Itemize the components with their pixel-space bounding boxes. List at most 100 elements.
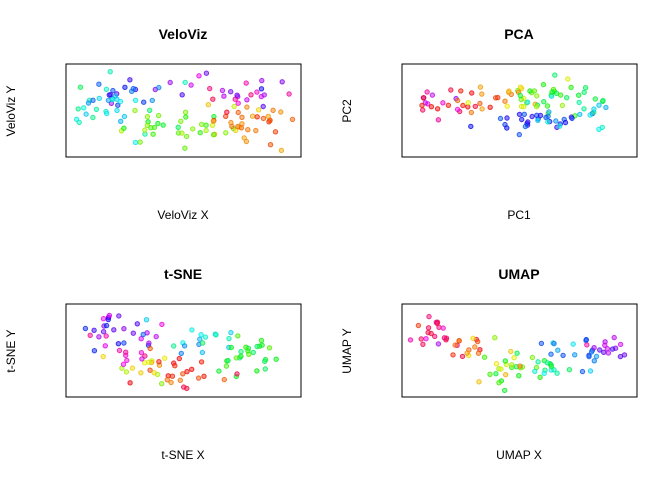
data-point xyxy=(591,106,597,112)
data-point xyxy=(529,113,535,120)
data-point xyxy=(164,377,171,383)
data-point xyxy=(140,331,146,338)
data-point xyxy=(587,368,594,374)
data-point xyxy=(434,106,441,112)
data-point xyxy=(123,349,129,355)
data-point xyxy=(225,357,231,364)
data-point xyxy=(521,111,527,118)
data-point xyxy=(138,336,144,342)
data-point xyxy=(162,355,168,361)
data-point xyxy=(452,342,458,348)
data-point xyxy=(558,92,564,98)
data-point xyxy=(258,337,265,344)
data-point xyxy=(203,127,209,134)
data-point xyxy=(210,118,217,125)
data-point xyxy=(564,95,570,101)
data-point xyxy=(583,336,589,343)
data-point xyxy=(469,90,475,96)
data-point xyxy=(420,95,427,101)
data-point xyxy=(154,371,161,378)
data-point xyxy=(231,103,237,110)
data-point xyxy=(143,317,150,323)
data-point xyxy=(85,100,92,106)
plot-frame xyxy=(401,63,638,158)
data-point xyxy=(596,126,602,133)
data-point xyxy=(228,344,235,351)
data-point xyxy=(262,358,268,364)
data-point xyxy=(226,335,232,342)
data-point xyxy=(487,104,493,111)
data-point xyxy=(112,93,119,99)
data-point xyxy=(475,350,482,356)
data-point xyxy=(502,387,508,394)
data-point xyxy=(96,81,102,87)
data-point xyxy=(468,123,474,130)
data-point xyxy=(106,92,113,98)
data-point xyxy=(120,361,127,367)
data-point xyxy=(234,92,240,98)
data-point xyxy=(477,84,484,90)
data-point xyxy=(289,116,296,123)
data-point xyxy=(159,381,165,387)
data-point xyxy=(504,115,510,121)
data-point xyxy=(472,103,478,110)
data-point xyxy=(617,341,624,348)
data-point xyxy=(487,371,493,377)
data-point xyxy=(234,371,240,377)
data-point xyxy=(549,89,555,95)
data-point xyxy=(121,340,127,346)
data-point xyxy=(553,118,559,124)
data-point xyxy=(178,350,185,357)
data-point xyxy=(557,123,563,129)
data-point xyxy=(207,85,213,92)
data-point xyxy=(110,87,116,94)
data-point xyxy=(106,312,113,319)
data-point xyxy=(243,344,249,350)
data-point xyxy=(476,379,482,385)
data-point xyxy=(428,104,435,110)
data-point xyxy=(538,340,545,347)
data-point xyxy=(468,109,475,116)
data-point xyxy=(181,384,187,390)
data-point xyxy=(511,355,517,361)
x-axis-label: PC1 xyxy=(507,208,531,222)
data-point xyxy=(224,109,230,115)
data-point xyxy=(250,349,257,356)
data-point xyxy=(621,352,628,358)
data-point xyxy=(425,325,432,331)
data-point xyxy=(102,343,109,349)
data-point xyxy=(591,345,597,351)
data-point xyxy=(568,84,574,91)
data-point xyxy=(445,102,452,109)
panel-tsne: t-SNE t-SNE X t-SNE Y xyxy=(4,266,302,462)
data-point xyxy=(134,321,141,327)
data-point xyxy=(189,327,195,333)
data-point xyxy=(562,119,569,126)
data-point xyxy=(104,110,110,117)
data-point xyxy=(239,114,245,121)
data-point xyxy=(178,118,184,125)
data-point xyxy=(458,88,464,94)
data-point xyxy=(566,367,573,373)
data-point xyxy=(259,77,265,84)
data-point xyxy=(504,103,510,109)
data-point xyxy=(195,375,202,381)
data-point xyxy=(183,133,190,140)
data-point xyxy=(93,106,100,113)
data-point xyxy=(517,92,523,99)
data-point xyxy=(605,350,612,356)
data-point xyxy=(497,115,504,122)
data-point xyxy=(121,326,127,332)
data-point xyxy=(429,92,436,98)
data-point xyxy=(591,358,597,364)
data-point xyxy=(228,329,234,336)
data-point xyxy=(147,107,153,114)
data-point xyxy=(148,125,154,131)
data-point xyxy=(587,112,593,118)
data-point xyxy=(118,118,124,125)
data-point xyxy=(221,93,227,99)
data-point xyxy=(238,353,244,359)
data-point xyxy=(495,94,501,101)
data-point xyxy=(142,353,148,359)
data-point xyxy=(144,114,151,120)
